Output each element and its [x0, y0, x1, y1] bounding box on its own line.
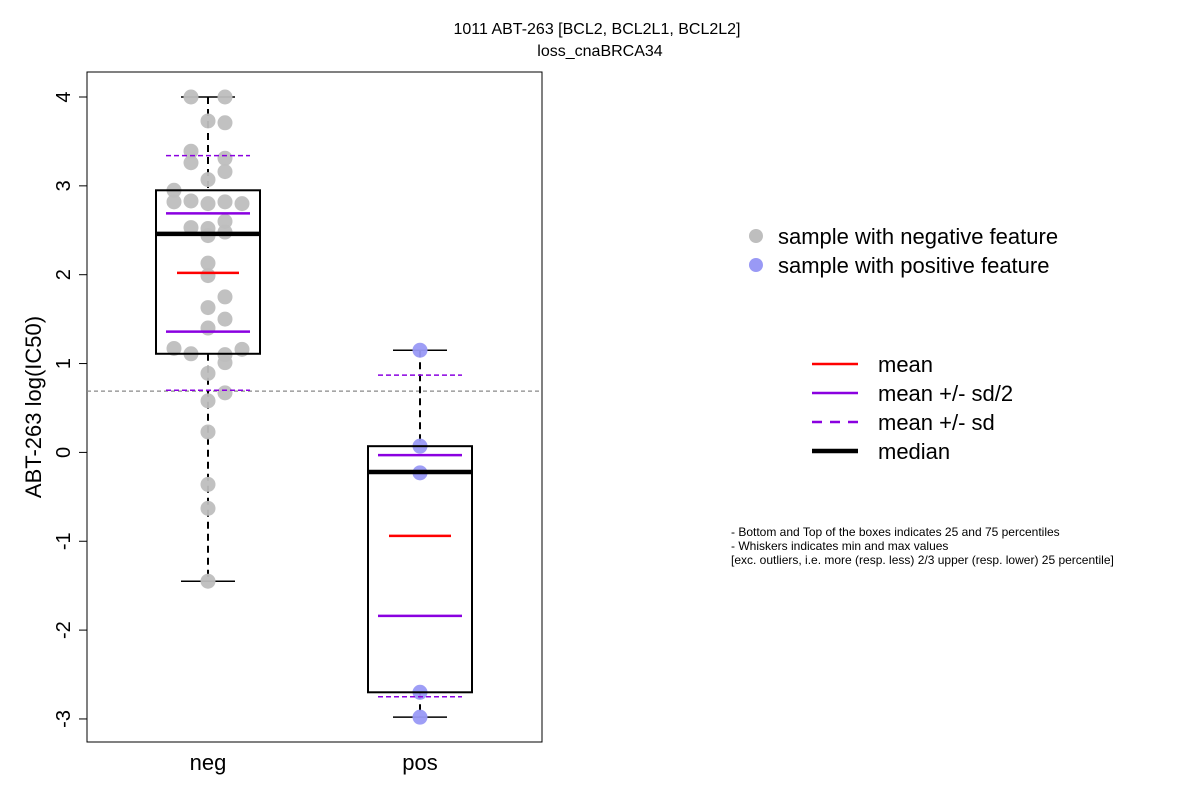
- data-point: [200, 573, 216, 589]
- x-tick-label: pos: [402, 750, 437, 775]
- data-point: [217, 164, 233, 180]
- data-point: [200, 476, 216, 492]
- chart-title-line2: loss_cnaBRCA34: [537, 43, 663, 60]
- data-point: [217, 150, 233, 166]
- data-point: [183, 155, 199, 171]
- footnote-line: - Whiskers indicates min and max values: [731, 539, 948, 553]
- data-point: [200, 300, 216, 316]
- data-point: [200, 113, 216, 129]
- data-point: [166, 340, 182, 356]
- x-tick-label: neg: [190, 750, 227, 775]
- y-tick-label: 4: [53, 91, 75, 102]
- legend-line-label: mean +/- sd/2: [878, 381, 1013, 406]
- data-point: [217, 311, 233, 327]
- y-tick-label: 3: [53, 180, 75, 191]
- data-point: [217, 213, 233, 229]
- y-tick-label: -3: [53, 710, 75, 728]
- legend-line-label: mean: [878, 352, 933, 377]
- data-point: [166, 194, 182, 210]
- data-point: [217, 89, 233, 105]
- data-point: [234, 196, 250, 212]
- legend-point-label: sample with positive feature: [778, 253, 1049, 278]
- plot-frame: [86, 71, 543, 743]
- y-tick-label: -1: [53, 532, 75, 550]
- data-point: [200, 172, 216, 188]
- data-point: [412, 709, 428, 725]
- data-point: [200, 320, 216, 336]
- footnote-line: - Bottom and Top of the boxes indicates …: [731, 525, 1060, 539]
- data-point: [183, 193, 199, 209]
- footnote-line: [exc. outliers, i.e. more (resp. less) 2…: [731, 553, 1114, 567]
- legend-point-marker: [749, 229, 763, 243]
- data-point: [183, 220, 199, 236]
- data-point: [217, 194, 233, 210]
- box-iqr: [367, 445, 473, 694]
- data-point: [200, 255, 216, 271]
- chart-title-line1: 1011 ABT-263 [BCL2, BCL2L1, BCL2L2]: [453, 21, 740, 38]
- y-tick-label: 2: [53, 269, 75, 280]
- legend-line-label: mean +/- sd: [878, 410, 995, 435]
- y-axis-label: ABT-263 log(IC50): [21, 316, 46, 498]
- data-point: [200, 500, 216, 516]
- y-tick-label: 0: [53, 447, 75, 458]
- data-point: [412, 342, 428, 358]
- data-point: [200, 365, 216, 381]
- data-point: [217, 355, 233, 371]
- data-point: [200, 268, 216, 284]
- data-point: [217, 385, 233, 401]
- y-tick-label: -2: [53, 621, 75, 639]
- data-point: [183, 89, 199, 105]
- legend-point-label: sample with negative feature: [778, 224, 1058, 249]
- box-iqr: [155, 189, 261, 355]
- data-point: [200, 424, 216, 440]
- data-point: [200, 393, 216, 409]
- legend-point-marker: [749, 258, 763, 272]
- y-tick-label: 1: [53, 358, 75, 369]
- legend-line-label: median: [878, 439, 950, 464]
- data-point: [217, 115, 233, 131]
- data-point: [217, 289, 233, 305]
- data-point: [200, 196, 216, 212]
